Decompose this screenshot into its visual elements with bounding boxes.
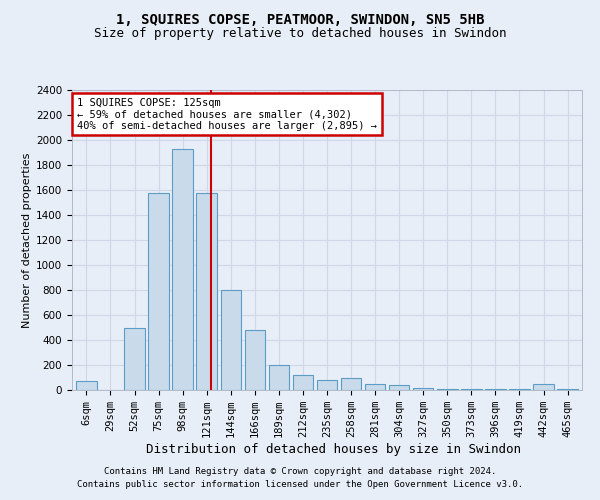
Text: Contains HM Land Registry data © Crown copyright and database right 2024.: Contains HM Land Registry data © Crown c… xyxy=(104,467,496,476)
Bar xyxy=(172,150,193,390)
Bar xyxy=(533,384,554,390)
Bar xyxy=(365,384,385,390)
Bar xyxy=(317,380,337,390)
Bar xyxy=(196,193,217,390)
Text: 1, SQUIRES COPSE, PEATMOOR, SWINDON, SN5 5HB: 1, SQUIRES COPSE, PEATMOOR, SWINDON, SN5… xyxy=(116,12,484,26)
Text: Distribution of detached houses by size in Swindon: Distribution of detached houses by size … xyxy=(146,442,521,456)
Text: Size of property relative to detached houses in Swindon: Size of property relative to detached ho… xyxy=(94,28,506,40)
Bar xyxy=(269,365,289,390)
Bar xyxy=(76,380,97,390)
Bar xyxy=(221,290,241,390)
Text: Contains public sector information licensed under the Open Government Licence v3: Contains public sector information licen… xyxy=(77,480,523,489)
Bar xyxy=(148,193,169,390)
Text: 1 SQUIRES COPSE: 125sqm
← 59% of detached houses are smaller (4,302)
40% of semi: 1 SQUIRES COPSE: 125sqm ← 59% of detache… xyxy=(77,98,377,130)
Bar xyxy=(341,378,361,390)
Bar xyxy=(413,388,433,390)
Bar xyxy=(437,389,458,390)
Bar xyxy=(245,330,265,390)
Bar xyxy=(124,328,145,390)
Bar xyxy=(293,375,313,390)
Bar xyxy=(389,385,409,390)
Y-axis label: Number of detached properties: Number of detached properties xyxy=(22,152,32,328)
